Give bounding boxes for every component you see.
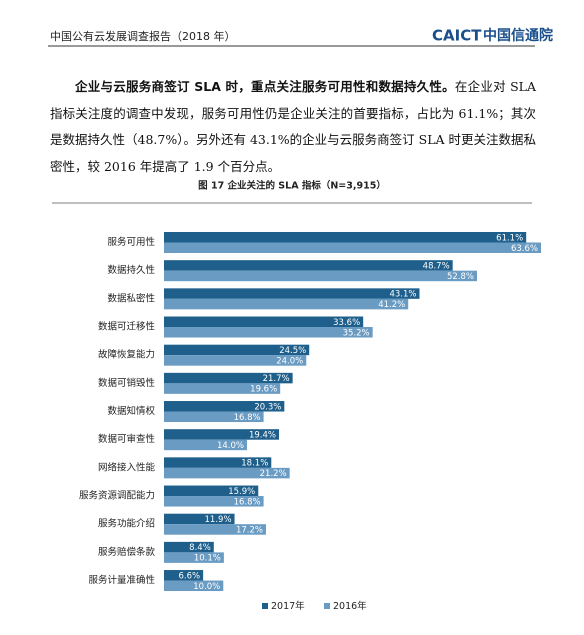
- value-label: 21.2%: [260, 469, 287, 479]
- value-label: 15.9%: [228, 487, 255, 497]
- value-label: 24.0%: [276, 356, 303, 366]
- category-label: 数据可审查性: [98, 433, 156, 445]
- bar: [164, 524, 266, 535]
- paragraph: 企业与云服务商签订 SLA 时，重点关注服务可用性和数据持久性。在企业对 SLA…: [50, 74, 536, 180]
- value-label: 19.6%: [250, 385, 277, 395]
- category-label: 数据持久性: [107, 264, 155, 276]
- value-label: 41.2%: [378, 300, 405, 310]
- legend-label: 2016年: [333, 600, 367, 612]
- body-text: 在企业对 SLA 指标关注度的调查中发现，服务可用性仍是企业关注的首要指标，占比…: [50, 79, 536, 174]
- category-label: 服务计量准确性: [88, 574, 155, 586]
- value-label: 10.1%: [194, 554, 221, 564]
- value-label: 19.4%: [249, 430, 276, 440]
- value-label: 18.1%: [241, 459, 268, 469]
- legend-label: 2017年: [271, 600, 305, 612]
- value-label: 11.9%: [205, 515, 232, 525]
- bar: [164, 513, 235, 525]
- bar: [164, 496, 264, 507]
- value-label: 14.0%: [217, 441, 244, 451]
- bar: [164, 355, 307, 366]
- bar: [164, 372, 293, 384]
- value-label: 6.6%: [179, 571, 201, 581]
- bar: [164, 270, 477, 282]
- category-label: 服务资源调配能力: [79, 490, 155, 502]
- bar: [164, 288, 420, 299]
- category-label: 服务功能介绍: [98, 518, 155, 530]
- bar: [164, 344, 310, 356]
- logo-en: CAICT: [432, 27, 482, 45]
- bar: [164, 242, 541, 253]
- bar: [164, 570, 204, 581]
- bar: [164, 439, 247, 451]
- value-label: 21.7%: [263, 374, 290, 384]
- bar: [164, 552, 224, 563]
- value-label: 16.8%: [234, 413, 261, 423]
- value-label: 33.6%: [333, 318, 360, 328]
- value-label: 24.5%: [279, 346, 306, 356]
- bar: [164, 429, 279, 440]
- value-label: 35.2%: [343, 328, 370, 338]
- bar: [164, 541, 214, 553]
- value-label: 43.1%: [389, 290, 416, 300]
- value-label: 8.4%: [189, 543, 211, 553]
- bar: [164, 327, 373, 338]
- lead: 企业与云服务商签订 SLA 时，重点关注服务可用性和数据持久性。: [75, 79, 455, 94]
- bar: [164, 401, 285, 412]
- bar: [164, 298, 409, 310]
- bar: [164, 485, 259, 497]
- chart-title: 图 17 企业关注的 SLA 指标（N=3,915）: [198, 180, 386, 192]
- legend-swatch: [324, 603, 330, 609]
- legend-swatch: [262, 603, 268, 609]
- category-label: 服务可用性: [107, 236, 155, 248]
- category-label: 故障恢复能力: [98, 349, 155, 361]
- value-label: 52.8%: [447, 272, 474, 282]
- bar: [164, 411, 264, 423]
- category-label: 数据知情权: [107, 405, 155, 417]
- value-label: 16.8%: [234, 497, 261, 507]
- value-label: 10.0%: [193, 582, 220, 592]
- category-label: 数据可迁移性: [98, 321, 156, 333]
- bar: [164, 580, 224, 592]
- bar: [164, 260, 453, 271]
- value-label: 48.7%: [423, 261, 450, 271]
- header-title: 中国公有云发展调查报告（2018 年）: [50, 29, 236, 43]
- category-label: 服务赔偿条款: [98, 546, 156, 558]
- bar: [164, 232, 527, 243]
- category-label: 网络接入性能: [98, 461, 156, 473]
- category-label: 数据私密性: [107, 292, 155, 304]
- value-label: 63.6%: [511, 244, 538, 254]
- bar: [164, 467, 290, 479]
- bar: [164, 383, 281, 394]
- value-label: 61.1%: [496, 233, 523, 243]
- logo-cn: 中国信通院: [483, 27, 553, 44]
- bar: [164, 457, 272, 468]
- value-label: 20.3%: [254, 402, 281, 412]
- bar: [164, 316, 364, 328]
- category-label: 数据可销毁性: [98, 377, 156, 389]
- value-label: 17.2%: [236, 525, 263, 535]
